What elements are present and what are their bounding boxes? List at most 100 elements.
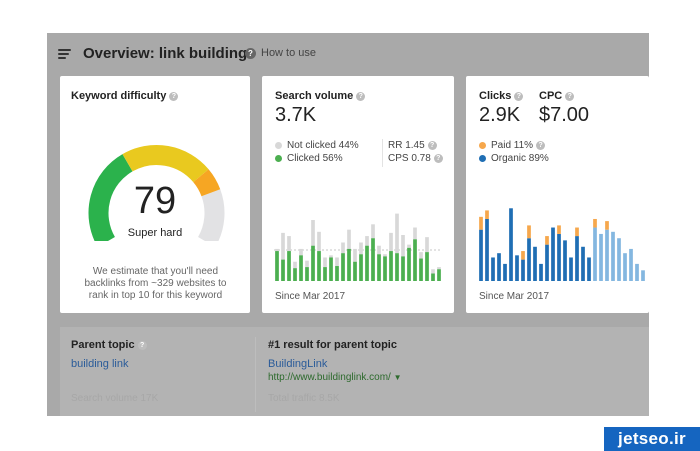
gauge-segment-green: [88, 154, 133, 241]
bar-clicked: [389, 251, 393, 281]
legend-divider: [382, 139, 383, 167]
rr-metric: RR 1.45?: [388, 140, 437, 151]
bar-not-clicked: [419, 252, 423, 259]
bar-not-clicked: [365, 236, 369, 246]
keyword-difficulty-title-text: Keyword difficulty: [71, 90, 167, 102]
bar-clicked: [323, 267, 327, 281]
cpc-value: $7.00: [539, 104, 590, 126]
bar-clicked: [437, 269, 441, 281]
parent-topic-link[interactable]: building link: [71, 358, 129, 370]
help-icon[interactable]: ?: [137, 341, 147, 350]
bar-not-clicked: [323, 257, 327, 268]
parent-topic-search-volume: Search volume 17K: [71, 393, 159, 404]
top-result-name-link[interactable]: BuildingLink: [268, 358, 328, 370]
question-icon: ?: [245, 47, 256, 59]
bar-not-clicked: [293, 261, 297, 269]
bar-not-clicked: [281, 232, 285, 260]
bar-organic: [491, 257, 495, 281]
bar-clicked: [353, 261, 357, 281]
search-volume-title-text: Search volume: [275, 90, 354, 102]
bar-not-clicked: [329, 255, 333, 258]
help-icon[interactable]: ?: [169, 92, 179, 101]
bar-not-clicked: [425, 237, 429, 253]
bar-not-clicked: [347, 229, 351, 249]
not-clicked-text: Not clicked 44%: [287, 140, 359, 151]
bar-not-clicked: [287, 236, 291, 252]
bar-paid: [545, 236, 549, 245]
bar-not-clicked: [389, 232, 393, 252]
clicks-title: Clicks?: [479, 90, 524, 102]
bar-clicked: [425, 252, 429, 281]
keyword-difficulty-card: Keyword difficulty? 79 Super hard We est…: [60, 76, 250, 313]
bar-clicked: [359, 254, 363, 281]
bar-not-clicked: [335, 257, 339, 267]
overview-header: Overview: link building ? How to use: [47, 33, 649, 75]
search-volume-bars: [275, 213, 441, 281]
section-divider: [255, 337, 256, 412]
clicks-title-text: Clicks: [479, 90, 512, 102]
bar-organic: [551, 227, 555, 281]
bar-organic: [557, 233, 561, 281]
help-icon[interactable]: ?: [356, 92, 366, 101]
top-result-url[interactable]: http://www.buildinglink.com/ ▼: [268, 372, 402, 383]
bar-clicked: [401, 256, 405, 281]
bar-organic: [623, 253, 627, 281]
bar-clicked: [371, 238, 375, 281]
bar-organic: [605, 229, 609, 281]
bar-organic: [581, 246, 585, 281]
clicks-since: Since Mar 2017: [479, 291, 550, 302]
help-icon[interactable]: ?: [565, 92, 575, 101]
bar-organic: [599, 233, 603, 281]
bar-clicked: [305, 267, 309, 281]
not-clicked-dot: [275, 142, 282, 149]
bar-not-clicked: [275, 248, 279, 252]
bar-organic: [641, 270, 645, 281]
bar-clicked: [287, 251, 291, 281]
overview-panel: Overview: link building ? How to use Key…: [47, 33, 649, 416]
bar-clicked: [383, 256, 387, 281]
clicks-card: Clicks? CPC? 2.9K $7.00 Paid 11%? Organi…: [466, 76, 649, 313]
organic-text: Organic 89%: [491, 153, 549, 164]
bar-not-clicked: [395, 213, 399, 254]
bar-organic: [527, 238, 531, 281]
help-icon[interactable]: ?: [536, 141, 546, 150]
bar-paid: [575, 227, 579, 237]
bar-clicked: [275, 251, 279, 281]
bar-clicked: [281, 259, 285, 281]
bar-clicked: [413, 239, 417, 281]
bar-clicked: [419, 258, 423, 281]
clicks-bars: [479, 208, 645, 281]
bar-paid: [557, 225, 561, 234]
bar-paid: [479, 216, 483, 230]
top-result-url-text: http://www.buildinglink.com/: [268, 372, 391, 383]
bar-not-clicked: [299, 248, 303, 256]
clicked-dot: [275, 155, 282, 162]
chevron-down-icon[interactable]: ▼: [393, 373, 402, 382]
bar-clicked: [431, 273, 435, 281]
bar-not-clicked: [371, 224, 375, 239]
menu-icon[interactable]: [58, 49, 71, 59]
bar-not-clicked: [341, 242, 345, 254]
bar-organic: [539, 263, 543, 281]
bar-not-clicked: [317, 231, 321, 252]
bar-organic: [533, 246, 537, 281]
clicks-value: 2.9K: [479, 104, 521, 126]
search-volume-since: Since Mar 2017: [275, 291, 346, 302]
how-to-use-link[interactable]: ? How to use: [245, 47, 316, 59]
parent-topic-section: Parent topic? building link Search volum…: [60, 327, 649, 416]
help-icon[interactable]: ?: [427, 141, 437, 150]
help-icon[interactable]: ?: [514, 92, 524, 101]
rr-text: RR 1.45: [388, 140, 425, 151]
bar-clicked: [395, 253, 399, 281]
bar-organic: [521, 259, 525, 281]
bar-paid: [521, 251, 525, 260]
bar-clicked: [329, 257, 333, 281]
bar-organic: [503, 263, 507, 281]
clicks-chart: [479, 208, 645, 281]
help-icon[interactable]: ?: [433, 154, 443, 163]
bar-clicked: [407, 247, 411, 281]
bar-paid: [485, 210, 489, 219]
bar-organic: [479, 229, 483, 281]
bar-organic: [635, 263, 639, 281]
bar-not-clicked: [431, 269, 435, 274]
